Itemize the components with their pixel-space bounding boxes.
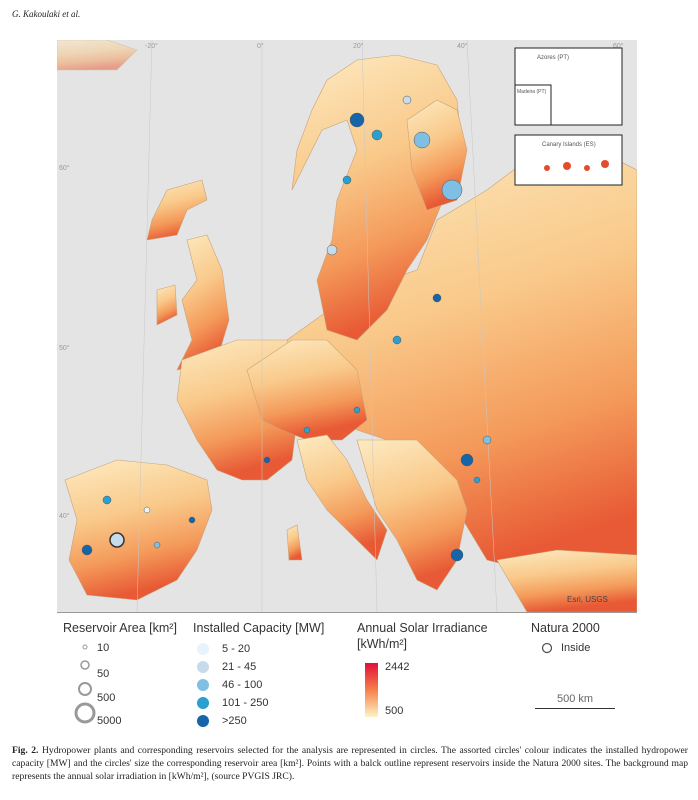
legend-min: 500 bbox=[385, 705, 404, 717]
graticule bbox=[136, 40, 498, 612]
caption-text: Hydropower plants and corresponding rese… bbox=[12, 745, 688, 782]
legend-item: 101 - 250 bbox=[222, 697, 269, 709]
legend-item: 46 - 100 bbox=[222, 679, 263, 691]
graticule-label: 20° bbox=[353, 42, 364, 50]
inset-label: Azores (PT) bbox=[537, 55, 569, 61]
legend-unit: [kWh/m²] bbox=[357, 637, 407, 651]
reservoir-markers bbox=[81, 95, 492, 562]
solar-color-bar bbox=[365, 663, 378, 717]
scale-bar bbox=[535, 708, 615, 709]
graticule-label: 60° bbox=[59, 164, 70, 172]
graticule-label: -20° bbox=[145, 42, 158, 50]
map-credit: Esri, USGS bbox=[567, 595, 608, 604]
graticule-label: 50° bbox=[59, 344, 70, 352]
inset-label: Madeira (PT) bbox=[517, 89, 547, 95]
legend-item: 5 - 20 bbox=[222, 643, 251, 655]
size-legend bbox=[74, 644, 96, 724]
legend: Reservoir Area [km²] 10 50 500 5000 Inst… bbox=[57, 612, 637, 731]
inset-label: Canary Islands (ES) bbox=[542, 142, 596, 148]
legend-item: 21 - 45 bbox=[222, 661, 257, 673]
caption-label: Fig. 2. bbox=[12, 745, 39, 756]
natura-symbol bbox=[541, 642, 553, 654]
scale-label: 500 km bbox=[557, 693, 594, 705]
legend-item: Inside bbox=[561, 642, 591, 654]
color-legend bbox=[197, 643, 209, 727]
legend-max: 2442 bbox=[385, 661, 410, 673]
legend-title: Installed Capacity [MW] bbox=[193, 621, 325, 635]
legend-item: >250 bbox=[222, 715, 247, 727]
graticule-label: 40° bbox=[457, 42, 468, 50]
inset-azores: Azores (PT) Madeira (PT) bbox=[514, 47, 623, 126]
legend-item: 10 bbox=[97, 642, 110, 654]
legend-item: 5000 bbox=[97, 715, 122, 727]
legend-item: 50 bbox=[97, 668, 110, 680]
graticule-label: 40° bbox=[59, 512, 70, 520]
map: -20° 0° 20° 40° 60° 60° 50° 40° Azores (… bbox=[57, 40, 637, 612]
land bbox=[57, 40, 637, 612]
running-head: G. Kakoulaki et al. bbox=[12, 9, 81, 19]
caption: Fig. 2. Hydropower plants and correspond… bbox=[12, 744, 688, 783]
graticule-label: 0° bbox=[257, 42, 264, 50]
graticule-label: 60° bbox=[613, 42, 624, 50]
legend-title: Natura 2000 bbox=[531, 621, 600, 635]
inset-canary: Canary Islands (ES) bbox=[514, 134, 623, 186]
legend-title: Reservoir Area [km²] bbox=[63, 621, 177, 635]
legend-item: 500 bbox=[97, 692, 116, 704]
legend-title: Annual Solar Irradiance bbox=[357, 621, 488, 635]
